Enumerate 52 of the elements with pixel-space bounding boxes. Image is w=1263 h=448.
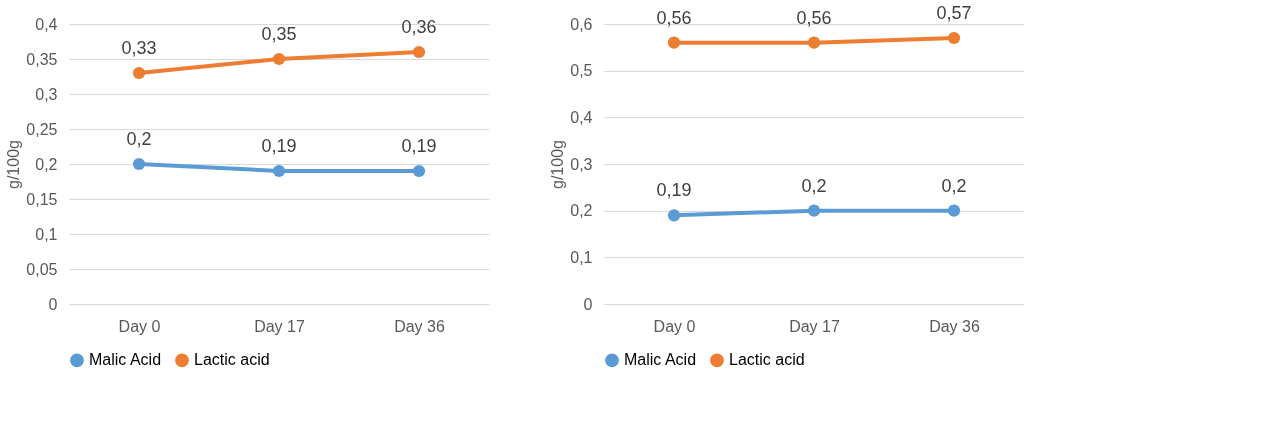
x-tick-label: Day 17 <box>254 317 305 335</box>
data-label: 0,33 <box>121 38 157 58</box>
y-tick-label: 0 <box>583 295 593 313</box>
y-tick-label: 0,15 <box>26 190 58 208</box>
point <box>272 52 286 66</box>
data-label: 0,2 <box>801 175 827 196</box>
x-tick-label: Day 0 <box>118 317 161 335</box>
point <box>132 157 146 171</box>
data-label: 0,57 <box>936 3 972 23</box>
y-tick-label: 0,1 <box>570 248 593 266</box>
point <box>667 209 681 222</box>
data-label: 0,56 <box>656 7 692 28</box>
y-tick-label: 0,25 <box>26 120 58 138</box>
y-tick-label: 0,3 <box>35 85 58 103</box>
point <box>412 45 426 59</box>
legend-label: Malic Acid <box>624 351 697 369</box>
y-tick-label: 0,2 <box>570 202 593 220</box>
y-axis-title: g/100g <box>5 140 23 189</box>
point <box>807 36 821 49</box>
y-tick-label: 0 <box>48 295 58 313</box>
legend-label: Lactic acid <box>194 351 270 369</box>
point <box>412 164 426 178</box>
y-tick-label: 0,6 <box>570 15 593 33</box>
x-tick-label: Day 36 <box>394 317 445 335</box>
point <box>272 164 286 178</box>
point <box>667 36 681 49</box>
x-tick-label: Day 36 <box>929 317 980 335</box>
point <box>947 204 961 217</box>
legend-label: Lactic acid <box>729 351 805 369</box>
y-tick-label: 0,5 <box>570 62 593 80</box>
y-tick-label: 0,2 <box>35 155 58 173</box>
data-label: 0,35 <box>261 24 297 44</box>
point <box>947 31 961 45</box>
data-label: 0,56 <box>796 7 832 28</box>
data-label: 0,36 <box>401 17 437 37</box>
data-label: 0,19 <box>656 180 692 201</box>
y-tick-label: 0,4 <box>570 108 593 126</box>
y-tick-label: 0,05 <box>26 260 58 278</box>
x-tick-label: Day 17 <box>789 317 840 335</box>
data-label: 0,19 <box>401 136 437 156</box>
data-label: 0,2 <box>941 175 967 196</box>
legend-label: Malic Acid <box>89 351 162 369</box>
y-axis-title: g/100g <box>549 140 567 189</box>
y-tick-label: 0,4 <box>35 15 58 33</box>
x-tick-label: Day 0 <box>653 317 696 335</box>
point <box>132 66 146 80</box>
y-tick-label: 0,1 <box>35 225 58 243</box>
point <box>807 204 821 217</box>
y-tick-label: 0,35 <box>26 50 58 68</box>
y-tick-label: 0,3 <box>570 155 593 173</box>
data-label: 0,19 <box>261 136 297 156</box>
data-label: 0,2 <box>126 129 152 149</box>
